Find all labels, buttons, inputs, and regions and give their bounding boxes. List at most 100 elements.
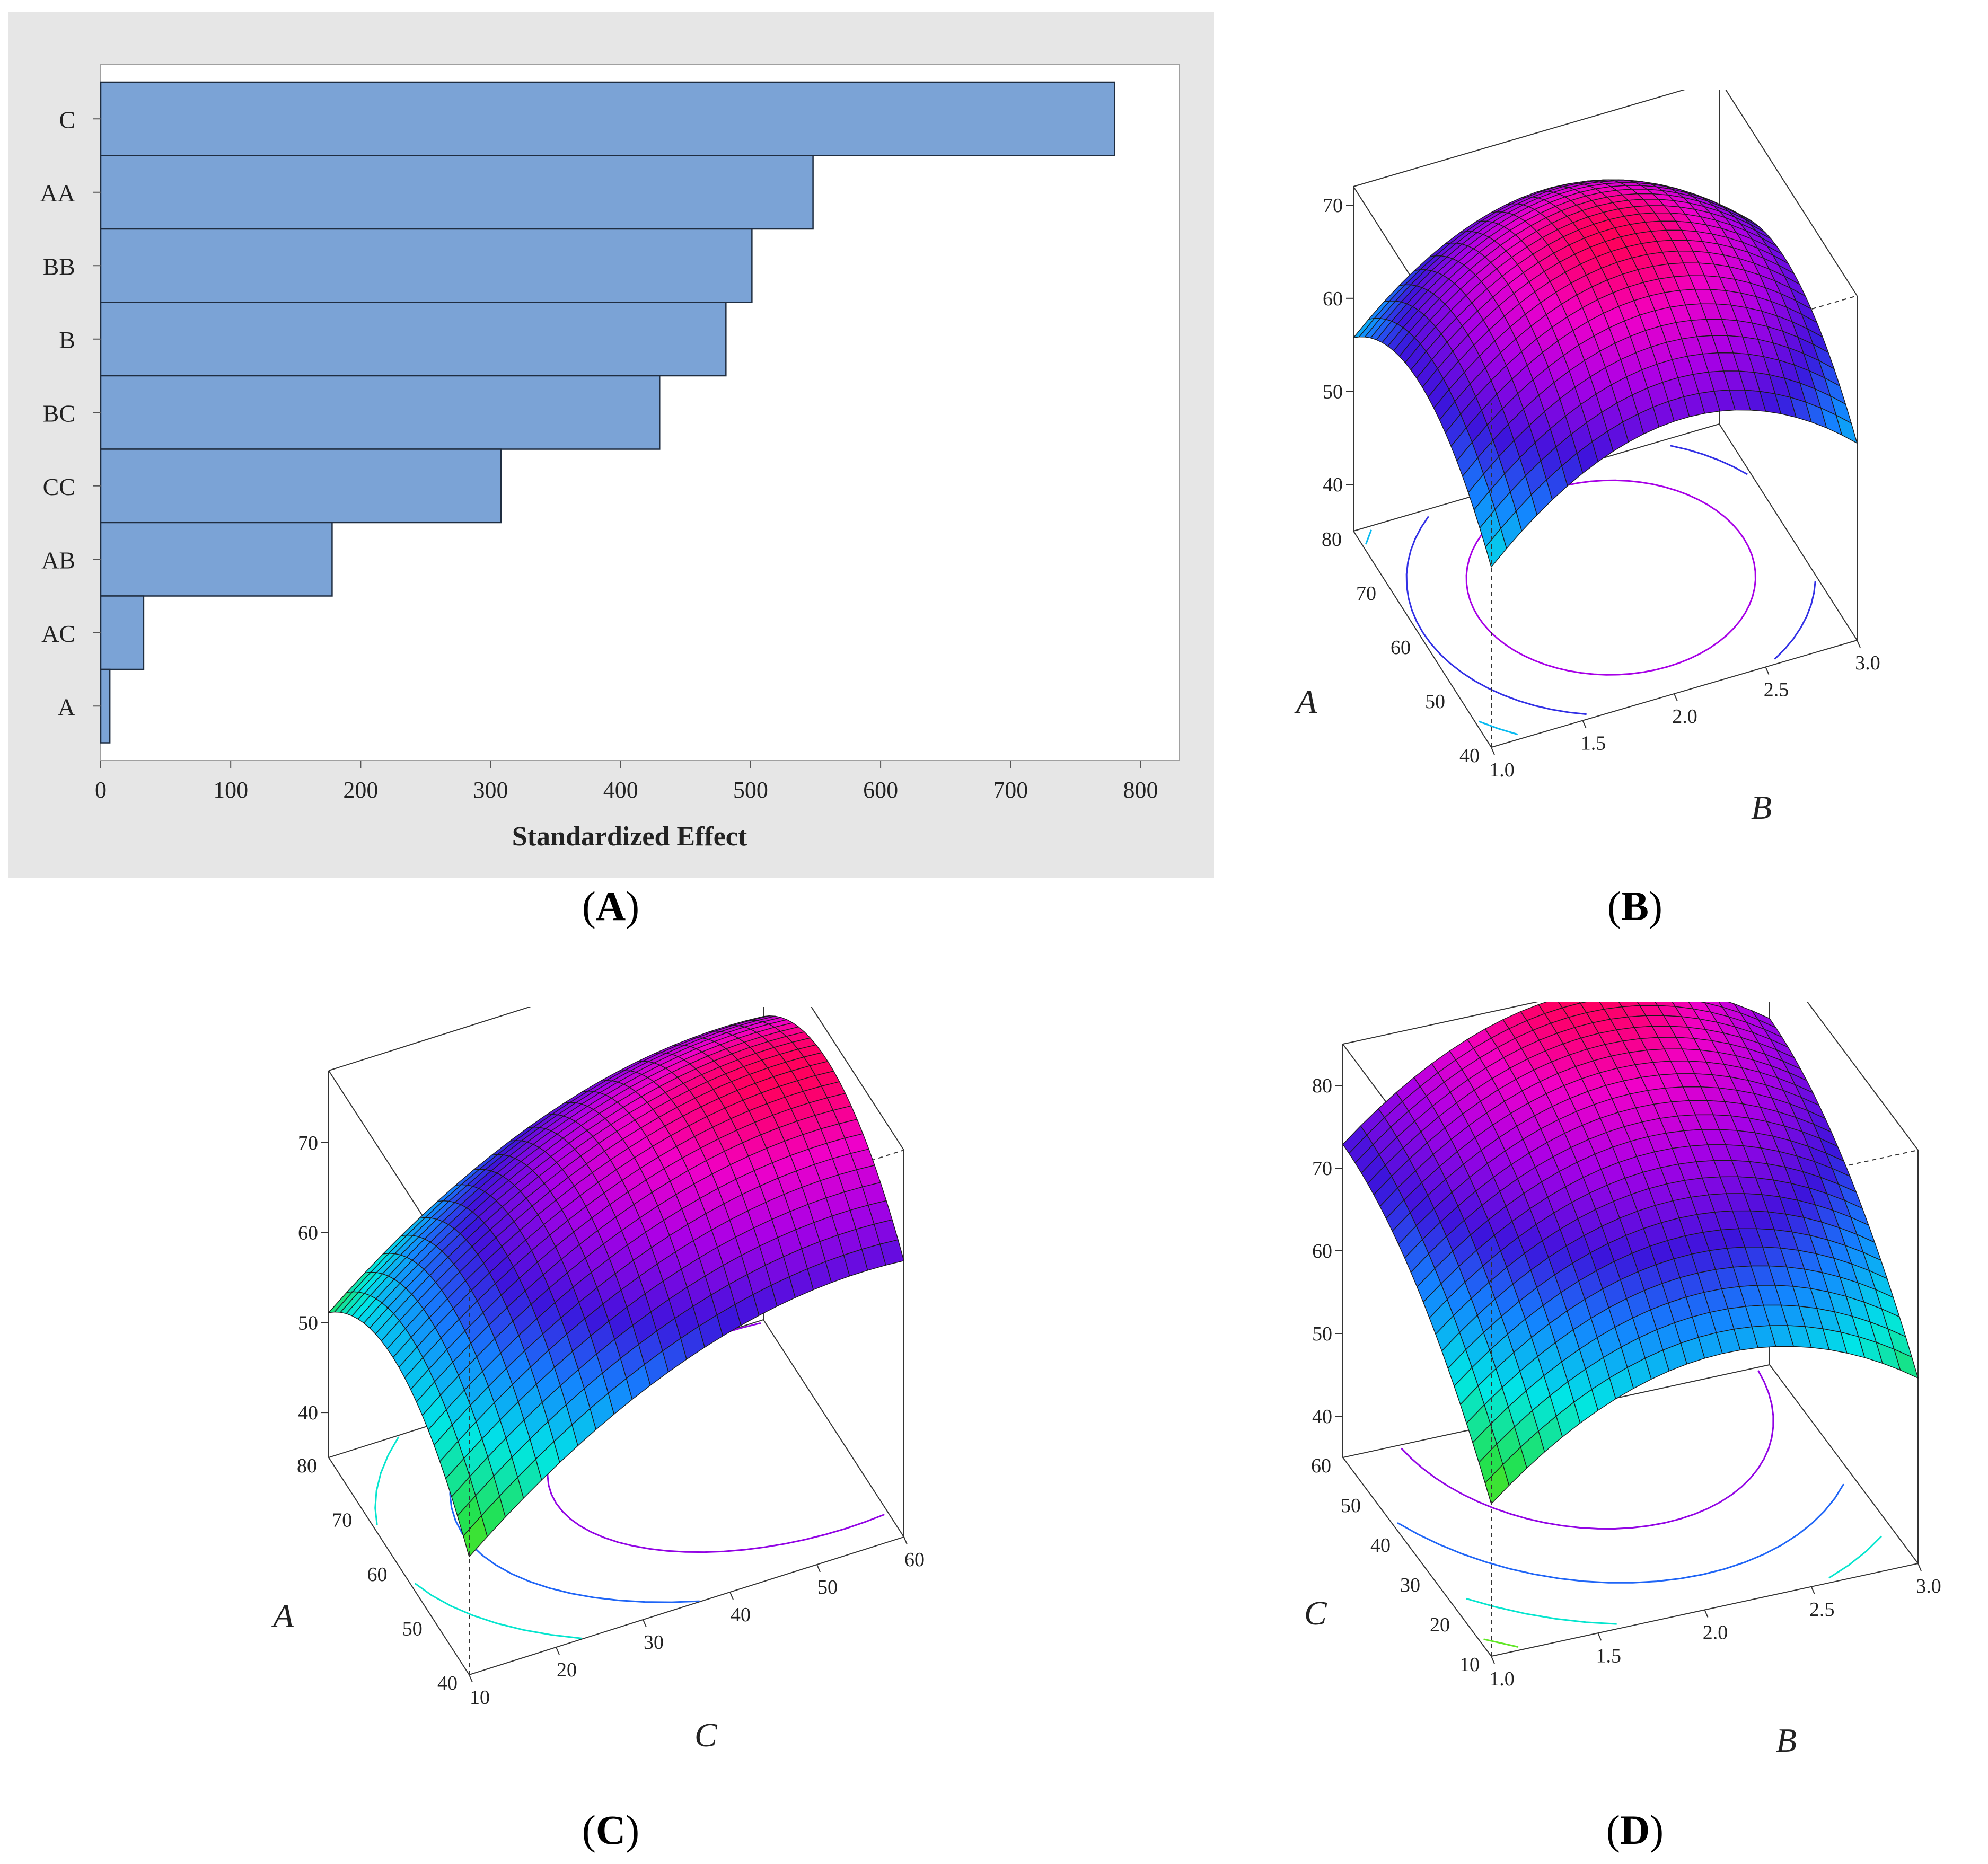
y-tick-label: 60 (1391, 637, 1411, 659)
x-tick (1765, 667, 1770, 675)
x-tick-label: 3.0 (1916, 1575, 1941, 1597)
x-tick (1491, 747, 1495, 755)
surface-d-svg: 40 50 60 70 80 10 20 30 40 50 60 1.0 1.5 2.0 2.5 3.0 B C (1304, 1002, 1941, 1759)
y-axis-title: A (1294, 683, 1317, 720)
contour-line (1465, 479, 1756, 676)
z-tick-label: 40 (298, 1402, 318, 1424)
z-tick-label: 40 (1312, 1406, 1332, 1428)
bar-a (100, 668, 111, 744)
category-label: BB (43, 253, 75, 280)
z-tick-label: 40 (1323, 474, 1343, 496)
panel-c-surface: 40 50 60 70 40 50 60 70 80 10 20 30 40 50 60 C A (233, 1007, 986, 1781)
y-tick-label: 30 (1400, 1574, 1420, 1596)
bar-b (100, 302, 727, 377)
y-axis-title: C (1304, 1594, 1327, 1632)
category-label: AA (40, 180, 75, 207)
x-axis-title: Standardized Effect (512, 821, 747, 852)
z-tick-label: 50 (298, 1312, 318, 1334)
bar-ac (100, 595, 145, 670)
contour-line (374, 1436, 583, 1639)
contour-line (1465, 1535, 1882, 1625)
x-tick-label: 300 (473, 777, 508, 803)
x-tick (1704, 1610, 1709, 1618)
box-edge (328, 1007, 904, 1151)
base-plane (328, 1319, 905, 1675)
y-tick-label: 60 (367, 1563, 388, 1586)
category-label: AB (41, 546, 75, 573)
bar-bc (100, 375, 661, 450)
x-axis-title: B (1776, 1721, 1797, 1759)
y-tick-label: 80 (1322, 528, 1342, 551)
z-tick-label: 80 (1312, 1075, 1332, 1097)
x-tick (1810, 1586, 1815, 1595)
x-tick (1917, 1563, 1922, 1571)
y-tick-label: 40 (1459, 745, 1480, 767)
x-tick-label: 200 (343, 777, 378, 803)
y-tick-label: 10 (1459, 1654, 1480, 1676)
x-tick-label: 30 (644, 1631, 664, 1654)
caption-c: (C) (582, 1807, 640, 1853)
x-tick-label: 1.0 (1489, 1668, 1515, 1690)
y-tick-label: 40 (1370, 1534, 1391, 1557)
surface-mesh (1353, 179, 1858, 568)
z-tick-label: 50 (1312, 1323, 1332, 1345)
y-tick-label: 20 (1430, 1614, 1450, 1636)
x-tick-label: 1.5 (1596, 1645, 1622, 1667)
y-tick-label: 70 (332, 1509, 352, 1532)
y-tick-label: 50 (1341, 1495, 1361, 1517)
caption-b: (B) (1607, 883, 1662, 929)
x-tick (1491, 1656, 1495, 1664)
x-tick-label: 10 (470, 1686, 490, 1709)
z-tick-label: 60 (1312, 1240, 1332, 1262)
x-tick (1597, 1632, 1602, 1641)
y-tick-label: 80 (297, 1455, 317, 1477)
x-tick-label: 100 (213, 777, 248, 803)
z-tick-label: 50 (1323, 381, 1343, 403)
x-tick (729, 1592, 734, 1600)
y-tick-label: 70 (1356, 582, 1376, 605)
z-tick-label: 70 (1312, 1158, 1332, 1180)
y-tick-label: 50 (402, 1618, 423, 1640)
x-tick-label: 0 (95, 777, 107, 803)
panel-d-surface: 40 50 60 70 80 10 20 30 40 50 60 1.0 1.5 2.0 2.5 3.0 B C (1246, 1002, 1988, 1765)
box-edge (1353, 90, 1858, 296)
x-tick-label: 1.0 (1489, 759, 1515, 781)
bar-ab (100, 522, 333, 597)
category-label: B (59, 326, 75, 354)
x-tick (643, 1619, 647, 1628)
caption-d: (D) (1606, 1807, 1664, 1853)
category-label: AC (41, 620, 75, 647)
x-tick-label: 400 (603, 777, 638, 803)
category-label: A (58, 693, 75, 720)
contour-line (1397, 1483, 1844, 1584)
surface-b-svg: 40 50 60 70 40 50 60 70 80 1.0 1.5 2.0 2.5 3.0 B A (1294, 90, 1880, 826)
x-tick-label: 2.5 (1809, 1598, 1835, 1621)
y-tick-label: 50 (1425, 691, 1445, 713)
surface-c-svg: 40 50 60 70 40 50 60 70 80 10 20 30 40 50 60 C A (271, 1007, 925, 1754)
x-tick-label: 700 (993, 777, 1028, 803)
x-tick (1674, 693, 1678, 702)
bar-aa (100, 155, 814, 230)
category-label: BC (43, 400, 75, 427)
category-label: CC (43, 473, 75, 500)
x-tick-label: 2.0 (1703, 1622, 1728, 1644)
category-label: C (59, 106, 75, 133)
base-plane (1352, 423, 1858, 748)
contour-line (1405, 445, 1816, 715)
z-tick-label: 70 (298, 1132, 318, 1154)
surface-cell (1485, 528, 1507, 568)
contour-group (1397, 1370, 1882, 1648)
z-tick-label: 60 (298, 1222, 318, 1244)
x-tick (816, 1564, 821, 1573)
surface-mesh (1342, 1002, 1919, 1505)
contour-line (1483, 1638, 1519, 1648)
box-edge (1342, 1002, 1919, 1151)
x-axis-title: B (1751, 789, 1772, 826)
y-tick-label: 40 (437, 1672, 458, 1694)
contour-group (1366, 445, 1843, 735)
x-tick-label: 20 (557, 1659, 577, 1681)
panel-b-surface: 40 50 60 70 40 50 60 70 80 1.0 1.5 2.0 2.5 3.0 B A (1246, 90, 1988, 843)
x-tick-label: 60 (904, 1549, 925, 1571)
bar-bb (100, 228, 753, 303)
z-tick-label: 70 (1323, 195, 1343, 217)
